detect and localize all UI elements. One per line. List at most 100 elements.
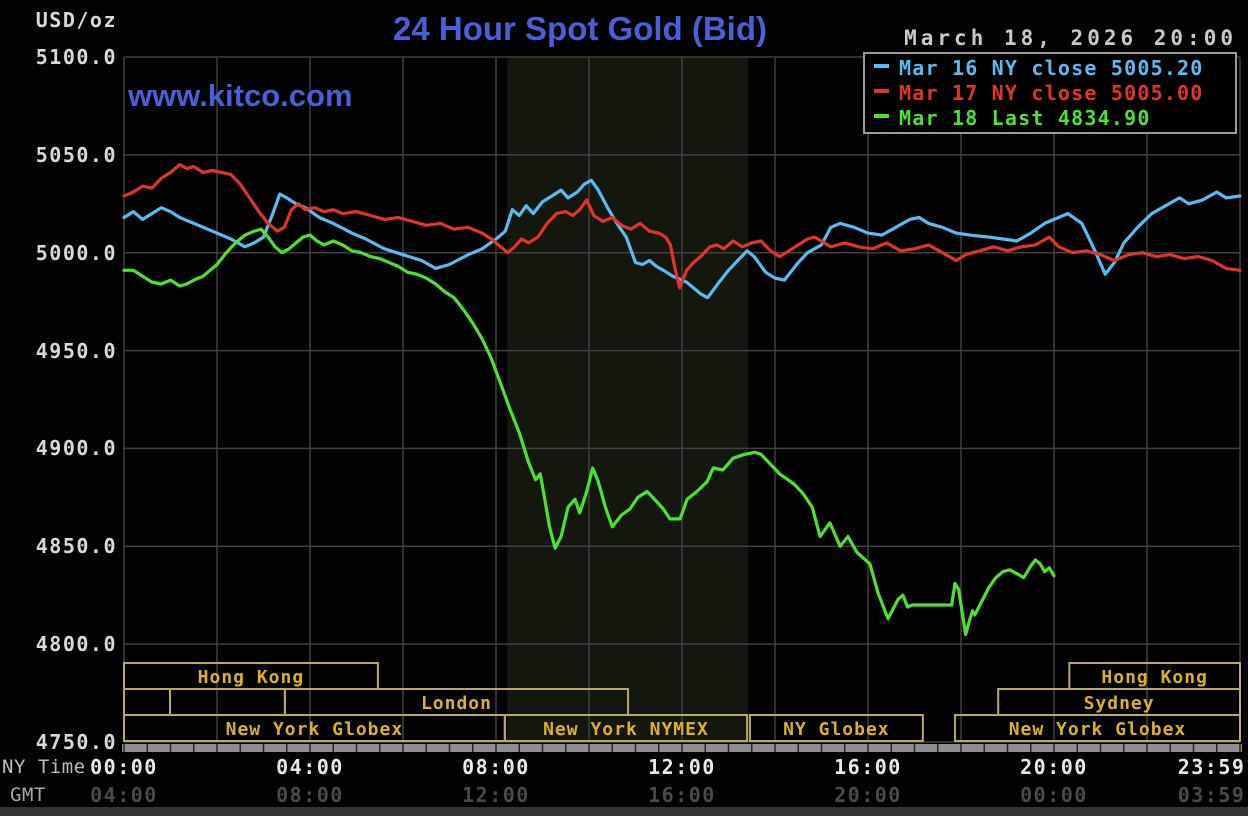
ny-time-axis-label: NY Time <box>2 756 86 778</box>
y-tick-label: 5100.0 <box>35 45 117 69</box>
legend-item: Mar 17 NY close 5005.00 <box>865 79 1235 105</box>
ny-time-tick-label: 12:00 <box>648 755 716 779</box>
legend-item-label: Mar 16 NY close 5005.20 <box>899 56 1204 80</box>
time-tick <box>1006 744 1009 752</box>
y-tick-label: 4900.0 <box>35 436 117 461</box>
time-tick <box>239 744 241 752</box>
legend-item-label: Mar 18 Last 4834.90 <box>899 106 1151 130</box>
nymex-session-shading <box>507 57 749 742</box>
time-tick <box>1053 744 1055 752</box>
legend-item: Mar 16 NY close 5005.20 <box>865 54 1235 80</box>
ny-time-tick-label: 04:00 <box>276 755 344 779</box>
session-label: Hong Kong <box>197 667 305 688</box>
time-tick <box>216 744 218 752</box>
ny-time-tick-label: 16:00 <box>834 755 902 779</box>
time-tick <box>1030 744 1032 752</box>
time-tick <box>890 744 892 752</box>
gmt-time-tick-label: 04:00 <box>90 783 158 807</box>
time-tick <box>704 744 706 752</box>
time-tick <box>565 744 567 752</box>
time-tick <box>727 744 730 752</box>
time-tick <box>844 744 846 752</box>
time-tick <box>658 744 660 752</box>
session-label: Hong Kong <box>1101 667 1208 688</box>
ny-time-tick-label: 23:59 <box>1177 755 1246 779</box>
session-box <box>953 714 1242 742</box>
time-tick <box>1123 744 1125 752</box>
gmt-time-tick-label: 12:00 <box>462 783 530 807</box>
gmt-time-tick-label: 20:00 <box>834 783 902 807</box>
gmt-time-tick-label: 16:00 <box>648 783 716 807</box>
gmt-time-tick-label: 00:00 <box>1020 783 1088 807</box>
gmt-time-tick-label: 03:59 <box>1177 783 1246 807</box>
bottom-border-strip <box>0 807 1248 816</box>
time-tick <box>681 744 683 752</box>
session-label: London <box>420 693 492 714</box>
time-tick <box>332 744 334 752</box>
time-tick <box>1169 744 1171 752</box>
session-label: New York NYMEX <box>543 719 709 740</box>
ny-time-tick-label: 00:00 <box>90 755 158 779</box>
price-line <box>122 163 1242 290</box>
time-tick <box>472 744 474 752</box>
kitco-watermark-link[interactable]: www.kitco.com <box>128 78 353 113</box>
time-tick <box>797 744 799 752</box>
time-tick <box>286 744 288 752</box>
time-tick <box>146 744 148 752</box>
legend-dash-icon <box>874 64 889 68</box>
legend-dash-icon <box>874 89 889 93</box>
session-box <box>503 714 749 742</box>
y-tick-label: 5000.0 <box>35 240 117 265</box>
time-tick <box>379 744 381 752</box>
ny-time-tick-label: 20:00 <box>1020 755 1088 779</box>
time-tick <box>309 744 311 752</box>
time-tick <box>867 744 869 752</box>
session-label: NY Globex <box>783 719 890 740</box>
legend-item-label: Mar 17 NY close 5005.00 <box>899 81 1204 105</box>
time-tick <box>983 744 985 752</box>
time-tick <box>193 744 195 752</box>
y-tick-label: 5050.0 <box>35 142 117 167</box>
time-tick <box>402 744 404 752</box>
time-tick <box>960 744 962 752</box>
time-tick <box>518 744 520 752</box>
time-tick <box>1076 744 1078 752</box>
time-tick <box>913 744 916 752</box>
time-tick <box>123 744 125 752</box>
chart-title: 24 Hour Spot Gold (Bid) <box>393 10 767 47</box>
session-label: Sydney <box>1083 693 1155 714</box>
y-tick-label: 4750.0 <box>35 730 117 754</box>
chart-datetime: March 18, 2026 20:00 <box>904 26 1237 50</box>
time-tick <box>774 744 776 752</box>
time-tick <box>588 744 590 752</box>
legend-item: Mar 18 Last 4834.90 <box>865 104 1235 130</box>
legend: Mar 16 NY close 5005.20 Mar 17 NY close 5… <box>863 52 1237 134</box>
time-tick <box>355 744 358 752</box>
time-tick <box>937 744 939 752</box>
time-tick <box>634 744 637 752</box>
session-box <box>123 688 172 716</box>
session-label: New York Globex <box>225 719 404 740</box>
time-tick <box>448 744 451 752</box>
gmt-time-tick-label: 08:00 <box>276 783 344 807</box>
time-tick <box>262 744 265 752</box>
time-tick <box>820 744 823 752</box>
time-tick <box>425 744 427 752</box>
session-label: New York Globex <box>1008 719 1187 740</box>
time-tick <box>495 744 497 752</box>
time-tick <box>1146 744 1148 752</box>
time-tick <box>1239 744 1241 752</box>
time-tick <box>169 744 172 752</box>
time-tick <box>1192 744 1195 752</box>
y-tick-label: 4800.0 <box>35 632 117 657</box>
legend-dash-icon <box>874 114 889 118</box>
time-tick <box>1216 744 1218 752</box>
ny-time-tick-label: 08:00 <box>462 755 530 779</box>
session-box <box>169 688 286 716</box>
price-line <box>122 227 1056 637</box>
time-tick <box>1099 744 1102 752</box>
time-tick <box>541 744 544 752</box>
y-tick-label: 4850.0 <box>35 534 117 559</box>
